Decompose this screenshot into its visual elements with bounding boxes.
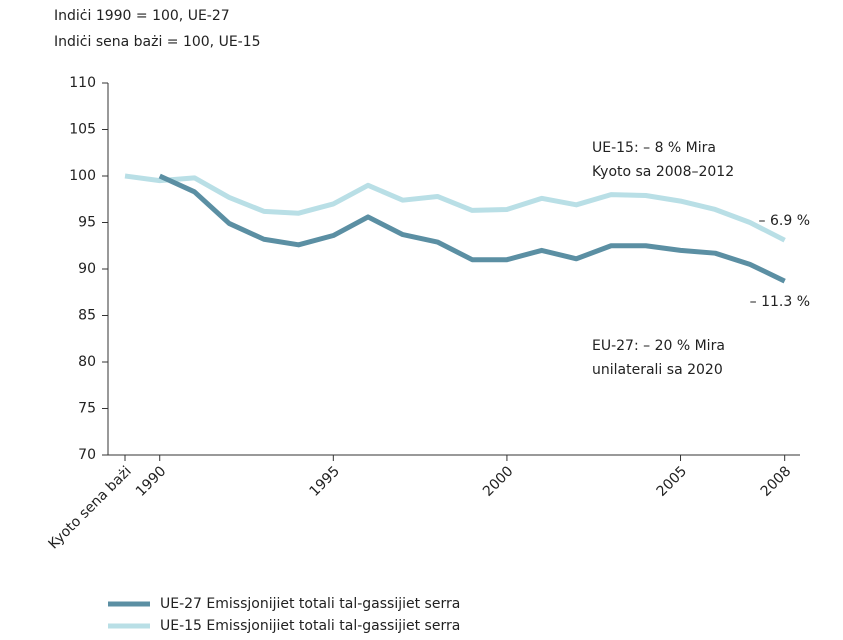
x-tick-label: 2008 [758, 463, 795, 500]
annotation: EU-27: – 20 % Mira [592, 338, 725, 354]
x-tick-label: 1990 [133, 463, 170, 500]
legend-label: UE-15 Emissjonijiet totali tal-gassijiet… [160, 618, 460, 634]
x-tick-label: 2000 [480, 463, 517, 500]
y-tick-label: 90 [78, 261, 96, 277]
x-tick-label: 2005 [654, 463, 691, 500]
series-line [158, 173, 786, 284]
subtitle: Indiċi sena bażi = 100, UE-15 [54, 34, 261, 50]
y-tick-label: 85 [78, 308, 96, 324]
x-tick-label: 1995 [306, 463, 343, 500]
legend-label: UE-27 Emissjonijiet totali tal-gassijiet… [160, 596, 460, 612]
annotation: Kyoto sa 2008–2012 [592, 164, 734, 180]
subtitle: Indiċi 1990 = 100, UE-27 [54, 8, 230, 24]
annotation: UE-15: – 8 % Mira [592, 140, 716, 156]
y-tick-label: 80 [78, 354, 96, 370]
y-tick-label: 75 [78, 401, 96, 417]
y-tick-label: 110 [69, 75, 96, 91]
annotation: – 11.3 % [750, 294, 810, 310]
annotation: unilaterali sa 2020 [592, 362, 723, 378]
annotation: – 6.9 % [759, 213, 810, 229]
y-tick-label: 100 [69, 168, 96, 184]
series-line [124, 173, 786, 243]
x-tick-label: Kyoto sena bażi [46, 463, 135, 552]
y-tick-label: 70 [78, 447, 96, 463]
y-tick-label: 105 [69, 122, 96, 138]
y-tick-label: 95 [78, 215, 96, 231]
